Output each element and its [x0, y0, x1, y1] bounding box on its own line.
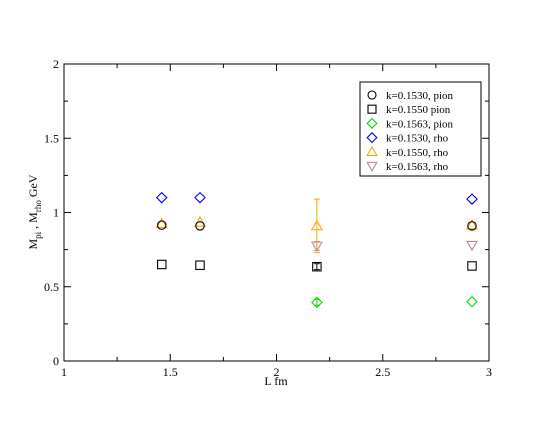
legend-label: k=0.1563, pion [386, 118, 454, 130]
data-point [155, 217, 168, 228]
legend-label: k=0.1563, rho [386, 161, 449, 173]
legend-marker [367, 90, 377, 100]
data-point [466, 218, 478, 230]
data-point [310, 241, 323, 253]
data-point [467, 221, 477, 231]
data-point [310, 219, 323, 231]
y-axis-title-tail: GeV [26, 174, 40, 200]
x-axis-title: L fm [264, 374, 288, 388]
data-point [312, 261, 322, 272]
data-markers [155, 191, 478, 309]
legend-marker [366, 117, 378, 129]
data-point [311, 296, 323, 309]
y-axis-title-sep: , M [26, 212, 40, 232]
data-point [466, 295, 478, 308]
data-point [195, 260, 205, 270]
x-tick-label: 3 [486, 365, 492, 379]
data-point [155, 191, 168, 204]
legend-label: k=0.1550, rho [386, 147, 449, 159]
y-tick-label: 1 [53, 206, 59, 220]
legend-marker [366, 132, 378, 144]
legend-marker [366, 145, 378, 156]
data-point [157, 259, 167, 270]
x-tick-label: 2.5 [375, 365, 390, 379]
data-point [467, 261, 477, 271]
x-tick-label: 1 [61, 365, 67, 379]
legend-marker [366, 161, 378, 172]
axis-ticks [63, 63, 490, 362]
data-point [194, 216, 206, 227]
data-point [195, 221, 205, 231]
data-point [157, 220, 167, 230]
y-tick-label: 2 [53, 57, 59, 71]
error-bars [313, 198, 320, 306]
data-point [466, 240, 478, 252]
legend-box [359, 81, 482, 177]
tick-labels: 1 1.5 2 2.5 3 0 0.5 1 1.5 2 [44, 57, 492, 379]
y-axis-title: Mpi , Mrho GeV [26, 174, 43, 249]
x-tick-label: 2 [274, 365, 280, 379]
data-point [466, 193, 478, 205]
y-tick-label: 1.5 [44, 131, 59, 145]
legend: k=0.1530, pion k=0.1550 pion k=0.1563, pio… [359, 81, 482, 177]
y-axis-title-m1: M [26, 239, 40, 250]
x-tick-label: 1.5 [163, 365, 178, 379]
y-axis-title-sub1: pi [33, 231, 43, 239]
legend-label: k=0.1550 pion [386, 104, 451, 116]
legend-label: k=0.1530, pion [386, 90, 454, 102]
data-point [194, 191, 206, 204]
y-tick-label: 0.5 [44, 280, 59, 294]
legend-marker [367, 104, 377, 114]
y-tick-label: 0 [53, 354, 59, 368]
legend-label: k=0.1530, rho [386, 133, 449, 145]
y-axis-title-sub2: rho [33, 200, 43, 212]
